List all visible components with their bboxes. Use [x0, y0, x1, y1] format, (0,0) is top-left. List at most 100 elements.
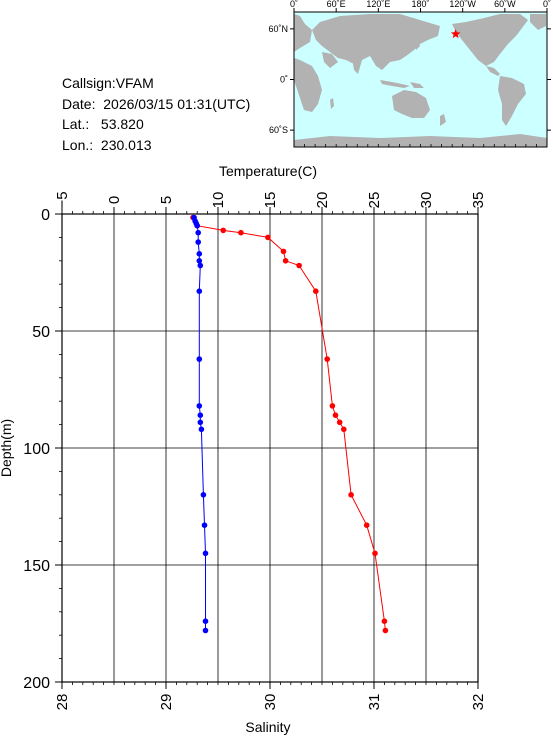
salinity-point [196, 356, 203, 362]
salinity-axis: 28 29 30 31 32 [54, 682, 487, 710]
temperature-tick-label: 10 [210, 192, 227, 209]
temperature-point [372, 550, 378, 557]
temperature-tick-label: 15 [262, 192, 279, 209]
map-lat-label: 0˚ [280, 75, 288, 85]
temperature-point [336, 419, 343, 426]
latitude-text: Lat.: 53.820 [62, 116, 144, 132]
salinity-point [201, 522, 208, 528]
land-arabia [322, 52, 338, 68]
temperature-point [363, 522, 370, 528]
temperature-point [238, 229, 244, 236]
salinity-point [197, 419, 204, 426]
temperature-point [282, 258, 289, 264]
temperature-point [313, 288, 319, 295]
land-south-america [498, 76, 526, 126]
salinity-point [196, 258, 203, 264]
temperature-point [329, 403, 336, 409]
temperature-point [382, 627, 389, 634]
land-north-america [452, 14, 528, 66]
depth-tick-label: 100 [23, 441, 50, 458]
depth-tick-label: 50 [32, 324, 50, 341]
temperature-point [296, 262, 302, 269]
map-lon-label: 0˚ [290, 0, 298, 9]
salinity-point [197, 262, 204, 269]
salinity-point [200, 492, 207, 498]
land-antarctica [294, 134, 547, 147]
temperature-line [192, 217, 386, 631]
salinity-point [196, 403, 203, 409]
salinity-tick-label: 32 [470, 694, 487, 711]
land-india [352, 58, 362, 74]
salinity-point [202, 627, 209, 634]
salinity-point [197, 412, 204, 419]
land-indonesia [380, 80, 410, 88]
map-lon-label: 120˚E [366, 0, 390, 9]
salinity-tick-label: 31 [366, 694, 383, 711]
salinity-point [194, 222, 200, 229]
temperature-point [332, 412, 339, 419]
salinity-point [196, 288, 203, 295]
chart-grid [62, 214, 478, 682]
land-australia [392, 90, 430, 118]
date-text: Date: 2026/03/15 01:31(UTC) [62, 95, 251, 112]
salinity-tick-label: 29 [158, 694, 175, 711]
temperature-tick-label: 30 [418, 192, 435, 209]
map-lon-label: 60˚W [494, 0, 516, 9]
salinity-point [196, 251, 203, 257]
salinity-point [202, 618, 209, 624]
land-new-guinea [410, 82, 424, 88]
map-lon-label: 60˚E [327, 0, 346, 9]
depth-tick-label: 200 [23, 675, 50, 692]
land-new-zealand [440, 114, 446, 126]
map-labels: 0˚ 60˚E 120˚E 180˚ 120˚W 60˚W 0˚ 60˚N 0˚ 60˚S [268, 0, 551, 135]
depth-axis: 0 50 100 150 200 [23, 207, 62, 692]
salinity-axis-title: Salinity [245, 719, 290, 735]
land-africa [294, 14, 312, 52]
salinity-point [202, 550, 209, 557]
land-greenland [530, 14, 546, 30]
temperature-axis: −5 0 5 10 15 20 25 30 35 [54, 191, 487, 214]
station-info: Callsign:VFAM Date: 2026/03/15 01:31(UTC… [62, 73, 250, 155]
map-lon-label: 180˚ [411, 0, 429, 9]
temperature-point [348, 492, 354, 498]
land-africa-south [294, 58, 322, 112]
temperature-point [220, 227, 226, 234]
series-group [190, 214, 389, 634]
station-star-marker [450, 29, 461, 39]
map-ticks [290, 8, 551, 147]
salinity-tick-label: 28 [54, 694, 71, 711]
salinity-tick-label: 30 [262, 694, 279, 711]
temperature-point [280, 248, 287, 255]
salinity-point [195, 239, 201, 245]
temperature-axis-title: Temperature(C) [219, 163, 317, 179]
temperature-point [324, 356, 331, 362]
salinity-point [195, 229, 201, 236]
map-lat-label: 60˚N [268, 24, 288, 34]
depth-tick-label: 150 [23, 558, 50, 575]
land-japan [414, 38, 420, 50]
map-station-marker [450, 29, 461, 39]
map-group: 0˚ 60˚E 120˚E 180˚ 120˚W 60˚W 0˚ 60˚N 0˚ 60˚S [268, 0, 551, 148]
longitude-text: Lon.: 230.013 [62, 136, 152, 153]
temperature-tick-label: 5 [158, 196, 175, 204]
land-central-america [486, 66, 500, 76]
depth-axis-title: Depth(m) [0, 419, 14, 477]
temperature-point [381, 618, 388, 624]
callsign-text: Callsign:VFAM [62, 75, 154, 91]
salinity-point [198, 426, 205, 433]
depth-tick-label: 0 [41, 207, 50, 224]
temperature-tick-label: 25 [366, 192, 383, 209]
map-lon-label: 120˚W [449, 0, 476, 9]
map-lon-label: 0˚ [543, 0, 551, 9]
temperature-tick-label: 35 [470, 192, 487, 209]
temperature-point [341, 426, 347, 433]
temperature-point [265, 234, 271, 241]
map-lat-label: 60˚S [269, 125, 288, 135]
map-land [294, 14, 547, 147]
temperature-tick-label: 0 [106, 196, 123, 204]
temperature-tick-label: 20 [314, 192, 331, 209]
temperature-tick-label: −5 [54, 191, 71, 208]
land-eurasia [312, 14, 440, 70]
